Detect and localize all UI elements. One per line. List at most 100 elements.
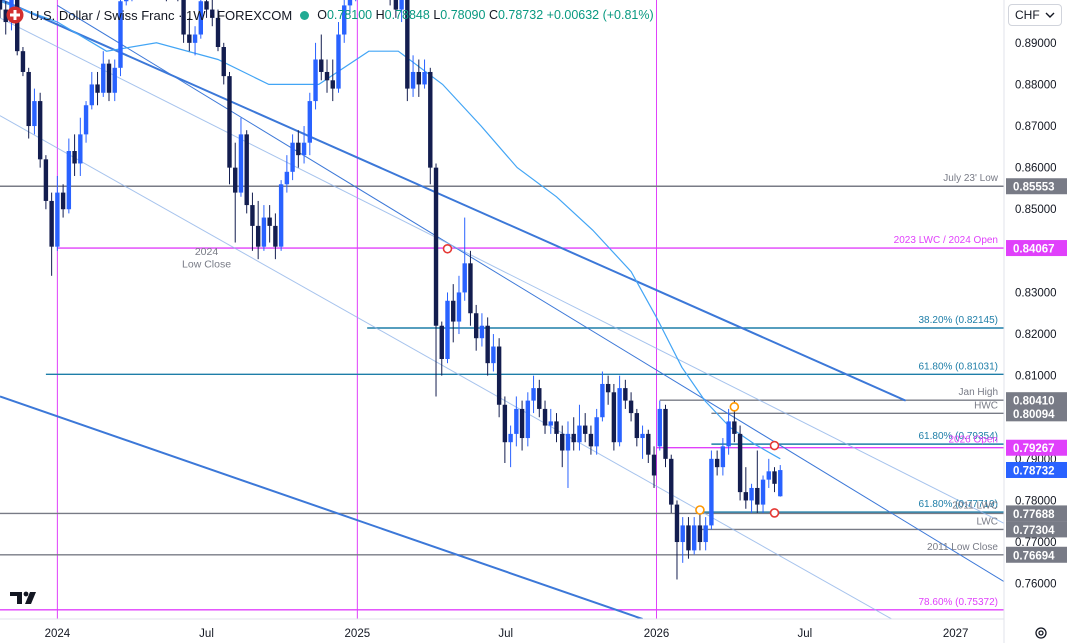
level-label: Jan High <box>959 387 998 398</box>
candle-body <box>445 300 450 360</box>
candle-body <box>255 225 261 247</box>
candle-body <box>605 383 611 393</box>
candle-body <box>508 433 513 443</box>
pivot-marker <box>729 402 740 412</box>
candle-body <box>732 421 737 434</box>
candle-body <box>628 400 634 414</box>
candle-body <box>26 71 31 127</box>
candle <box>227 71 232 185</box>
candle-body <box>405 0 410 89</box>
candle <box>238 117 244 197</box>
candle-body <box>118 1 123 68</box>
candle-body <box>290 142 295 172</box>
candle <box>646 429 651 464</box>
candle <box>37 92 43 168</box>
candle <box>72 134 77 176</box>
candle-body <box>55 192 60 247</box>
candle <box>582 413 588 443</box>
candle <box>554 413 559 443</box>
gear-icon[interactable] <box>1034 626 1048 640</box>
candle-body <box>674 504 680 543</box>
candle <box>565 421 571 488</box>
candle <box>485 317 490 376</box>
candle <box>250 192 255 251</box>
candle-body <box>697 525 703 543</box>
candle <box>657 400 662 451</box>
candle <box>571 417 576 451</box>
candle <box>634 408 640 447</box>
candle <box>542 400 548 434</box>
level-price-tag: 0.79267 <box>1006 439 1067 456</box>
candle <box>313 42 318 110</box>
candle-body <box>525 400 531 439</box>
candle <box>772 467 777 493</box>
candle <box>399 0 404 23</box>
candle <box>20 47 26 77</box>
level-price-tag: 0.76694 <box>1006 546 1067 563</box>
candle-body <box>66 151 72 210</box>
price-tag-box <box>1006 461 1067 478</box>
candle <box>55 175 60 251</box>
candle-body <box>560 433 565 451</box>
candle <box>600 371 605 422</box>
y-tick-label: 0.87000 <box>1015 121 1057 133</box>
tradingview-logo-icon[interactable] <box>10 590 42 606</box>
symbol-title[interactable]: U.S. Dollar / Swiss Franc · 1W · FOREXCO… <box>30 7 293 23</box>
candle <box>89 71 94 110</box>
candle <box>319 34 324 81</box>
candle <box>324 59 330 93</box>
open-label: O <box>317 8 327 22</box>
candle-body <box>737 433 743 493</box>
candle-body <box>250 205 255 226</box>
candle <box>663 404 668 468</box>
x-tick-label: Jul <box>498 628 513 640</box>
candle <box>462 217 467 301</box>
candle <box>479 313 485 347</box>
candle <box>749 483 754 513</box>
candle <box>43 155 49 210</box>
candle-body <box>680 525 685 543</box>
channel-line <box>57 4 1004 582</box>
currency-selector[interactable]: CHF <box>1008 4 1062 26</box>
candle <box>669 454 674 513</box>
x-tick-label: 2026 <box>644 628 670 640</box>
pivot-marker <box>769 508 780 518</box>
candle <box>284 155 290 193</box>
candle-body <box>0 0 3 10</box>
horizontal-levels <box>0 185 1004 611</box>
y-tick-label: 0.89000 <box>1015 38 1057 50</box>
candle <box>267 205 272 243</box>
candle <box>531 375 536 414</box>
candle <box>496 338 502 418</box>
price-tag-box <box>1006 240 1067 257</box>
chart-header: U.S. Dollar / Swiss Franc · 1W · FOREXCO… <box>0 0 654 30</box>
candle <box>588 425 594 455</box>
candle <box>502 396 508 464</box>
candle-body <box>273 225 278 247</box>
level-label: 61.80% (0.79354) <box>918 431 998 442</box>
candle-body <box>714 458 720 468</box>
close-value: 0.78732 <box>497 8 544 22</box>
candle-body <box>594 417 599 447</box>
candle-body <box>473 313 479 339</box>
candle <box>697 512 703 551</box>
candle-body <box>691 525 697 551</box>
candle-body <box>210 9 215 18</box>
x-tick-label: Jul <box>199 628 214 640</box>
candle-body <box>766 471 771 480</box>
candle-body <box>496 346 502 405</box>
candle-body <box>233 167 238 193</box>
candle <box>49 192 54 276</box>
candle <box>445 292 450 364</box>
candle <box>594 408 599 455</box>
candle <box>491 334 496 372</box>
candle <box>439 321 444 376</box>
candle-body <box>83 105 89 135</box>
candle-body <box>669 458 674 505</box>
candle <box>290 134 295 181</box>
candle-body <box>468 263 473 314</box>
price-tag-box <box>1006 405 1067 422</box>
candle <box>0 0 3 18</box>
candle <box>393 0 399 18</box>
